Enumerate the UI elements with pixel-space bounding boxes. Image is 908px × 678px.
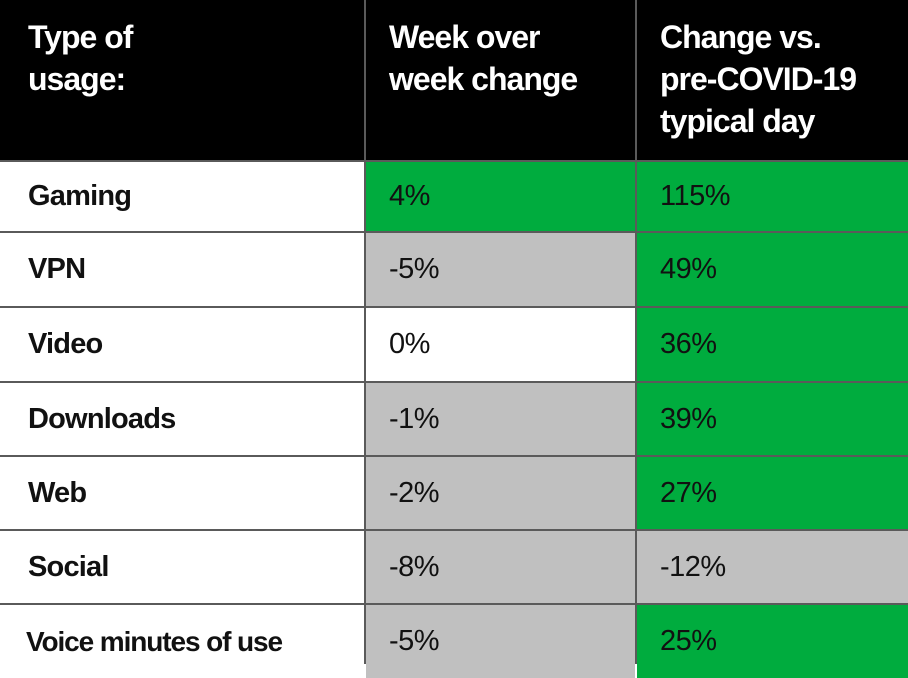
row-label-gaming: Gaming	[0, 162, 364, 231]
vs-pre-covid-value-video: 36%	[637, 308, 908, 381]
header-week-over-week: Week over week change	[366, 0, 635, 160]
wow-value-video: 0%	[366, 308, 635, 381]
header-line: Change vs.	[660, 19, 822, 55]
header-line: week change	[389, 61, 578, 97]
wow-value-vpn: -5%	[366, 233, 635, 306]
header-line: typical day	[660, 103, 815, 139]
header-line: Type of	[28, 19, 133, 55]
header-line: Week over	[389, 19, 541, 55]
row-label-social: Social	[0, 531, 364, 603]
row-label-voice-minutes-of-use: Voice minutes of use	[0, 605, 364, 678]
vs-pre-covid-value-downloads: 39%	[637, 383, 908, 455]
wow-value-gaming: 4%	[366, 162, 635, 231]
vs-pre-covid-value-social: -12%	[637, 531, 908, 603]
header-vs-pre-covid: Change vs. pre-COVID-19 typical day	[637, 0, 908, 160]
row-label-downloads: Downloads	[0, 383, 364, 455]
vs-pre-covid-value-vpn: 49%	[637, 233, 908, 306]
header-type-of-usage-text: Type of usage:	[28, 16, 133, 100]
wow-value-voice-minutes-of-use: -5%	[366, 605, 635, 678]
vs-pre-covid-value-web: 27%	[637, 457, 908, 529]
row-label-vpn: VPN	[0, 233, 364, 306]
wow-value-web: -2%	[366, 457, 635, 529]
wow-value-downloads: -1%	[366, 383, 635, 455]
wow-value-social: -8%	[366, 531, 635, 603]
header-line: usage:	[28, 61, 126, 97]
vs-pre-covid-value-voice-minutes-of-use: 25%	[637, 605, 908, 678]
header-type-of-usage: Type of usage:	[0, 0, 364, 160]
row-label-web: Web	[0, 457, 364, 529]
row-label-video: Video	[0, 308, 364, 381]
header-vs-pre-covid-text: Change vs. pre-COVID-19 typical day	[660, 16, 857, 142]
header-line: pre-COVID-19	[660, 61, 857, 97]
vs-pre-covid-value-gaming: 115%	[637, 162, 908, 231]
header-week-over-week-text: Week over week change	[389, 16, 578, 100]
